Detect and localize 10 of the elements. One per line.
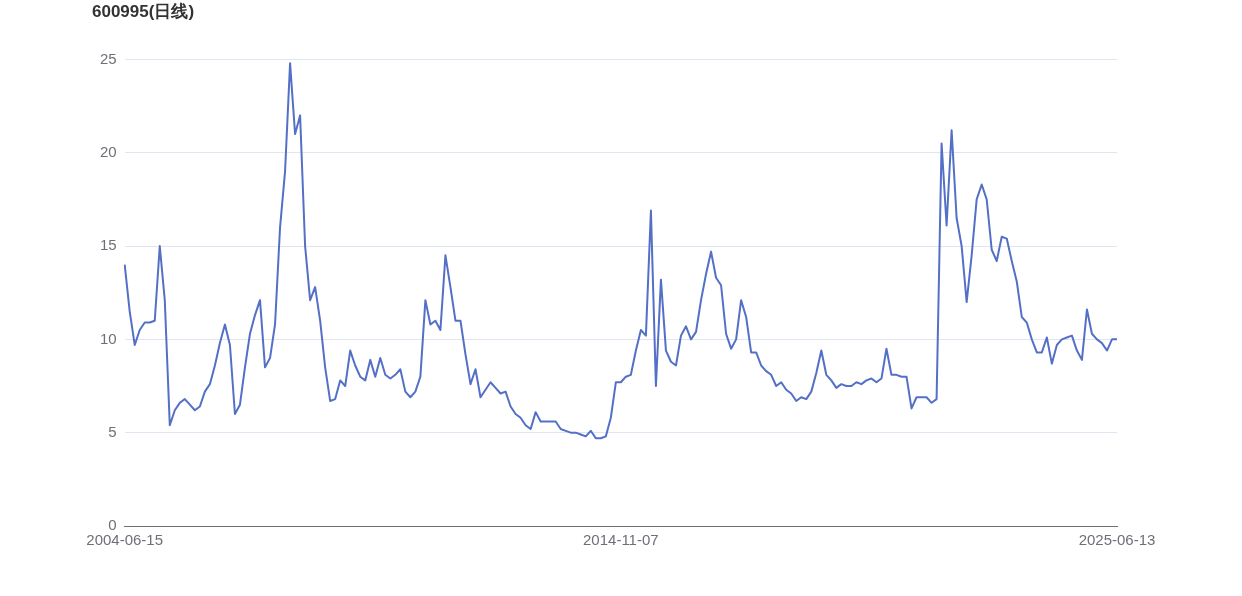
y-tick-label: 0: [108, 516, 117, 534]
y-tick-label: 5: [108, 422, 117, 440]
chart-title: 600995(日线): [92, 1, 195, 21]
x-tick-label: 2014-11-07: [583, 531, 659, 549]
y-tick-label: 20: [100, 142, 117, 160]
y-tick-label: 15: [100, 236, 117, 254]
y-tick-label: 25: [100, 49, 117, 67]
y-tick-label: 10: [100, 329, 117, 347]
x-tick-label: 2025-06-13: [1078, 531, 1156, 549]
x-tick-label: 2004-06-15: [86, 531, 164, 549]
